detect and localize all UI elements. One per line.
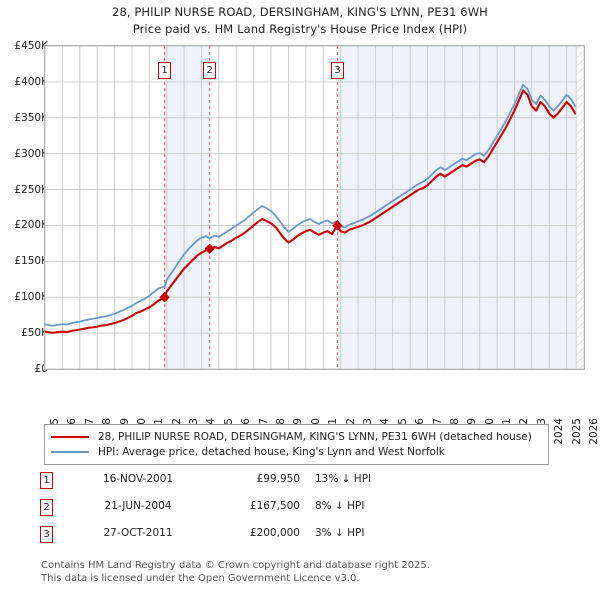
footer-line-1: Contains HM Land Registry data © Crown c… [41, 560, 430, 571]
legend-label-property: 28, PHILIP NURSE ROAD, DERSINGHAM, KING'… [98, 430, 532, 443]
transaction-price: £99,950 [256, 473, 300, 485]
transaction-number-badge: 1 [40, 472, 53, 489]
transaction-price: £167,500 [249, 500, 300, 512]
y-axis-tick-label: £50K [21, 327, 48, 340]
legend-label-hpi: HPI: Average price, detached house, King… [98, 445, 445, 458]
transaction-date: 27-OCT-2011 [103, 527, 173, 539]
table-row: 2 21-JUN-2004 £167,500 8% ↓ HPI [40, 497, 470, 524]
y-axis-tick-label: £0 [34, 363, 48, 375]
transaction-markers [159, 220, 343, 303]
plot-area [44, 45, 585, 370]
table-row: 3 27-OCT-2011 £200,000 3% ↓ HPI [40, 524, 470, 551]
chart-marker-badge: 2 [203, 62, 217, 79]
chart-marker-badge: 3 [330, 62, 344, 79]
title-line-2: Price paid vs. HM Land Registry's House … [132, 22, 468, 36]
y-axis-tick-label: £200K [14, 219, 48, 232]
x-axis-tick-label: 2024 [553, 418, 566, 445]
y-axis-tick-label: £250K [14, 183, 48, 196]
y-axis-tick-label: £100K [14, 291, 48, 304]
transaction-hpi-delta: 13% ↓ HPI [315, 473, 372, 485]
transaction-hpi-delta: 8% ↓ HPI [315, 500, 365, 512]
x-axis-tick-label: 2025 [570, 418, 583, 445]
transaction-price: £200,000 [249, 527, 300, 539]
forecast-hatch-region [575, 46, 584, 369]
y-axis-tick-label: £400K [14, 75, 48, 88]
legend-swatch-property [51, 435, 89, 438]
page-title: 28, PHILIP NURSE ROAD, DERSINGHAM, KING'… [0, 4, 600, 38]
series-lines [45, 83, 577, 334]
transaction-number-badge: 2 [40, 499, 53, 516]
y-axis-tick-label: £300K [14, 147, 48, 160]
legend-swatch-hpi [51, 450, 89, 453]
chart-legend: 28, PHILIP NURSE ROAD, DERSINGHAM, KING'… [44, 424, 549, 465]
shaded-bands [164, 46, 578, 369]
transaction-number-badge: 3 [40, 526, 53, 543]
gridlines [45, 46, 584, 369]
y-axis-tick-label: £450K [14, 40, 48, 52]
plot-svg [45, 46, 584, 369]
legend-item-hpi: HPI: Average price, detached house, King… [51, 444, 542, 459]
table-row: 1 16-NOV-2001 £99,950 13% ↓ HPI [40, 470, 470, 497]
x-axis-tick-label: 2026 [588, 418, 600, 445]
legend-item-property: 28, PHILIP NURSE ROAD, DERSINGHAM, KING'… [51, 429, 542, 444]
chart-marker-badge: 1 [158, 62, 172, 79]
title-line-1: 28, PHILIP NURSE ROAD, DERSINGHAM, KING'… [112, 5, 488, 19]
attribution-footer: Contains HM Land Registry data © Crown c… [41, 560, 581, 585]
transaction-date: 16-NOV-2001 [102, 473, 174, 485]
transaction-date: 21-JUN-2004 [104, 500, 172, 512]
y-axis-tick-label: £150K [14, 255, 48, 268]
footer-line-2: This data is licensed under the Open Gov… [41, 572, 360, 584]
transactions-table: 1 16-NOV-2001 £99,950 13% ↓ HPI 2 21-JUN… [40, 470, 470, 551]
transaction-hpi-delta: 3% ↓ HPI [315, 527, 365, 539]
chart-container: £0 £50K £100K £150K £200K £250K £300K £350K £400… [0, 40, 600, 445]
y-axis-tick-label: £350K [14, 111, 48, 124]
